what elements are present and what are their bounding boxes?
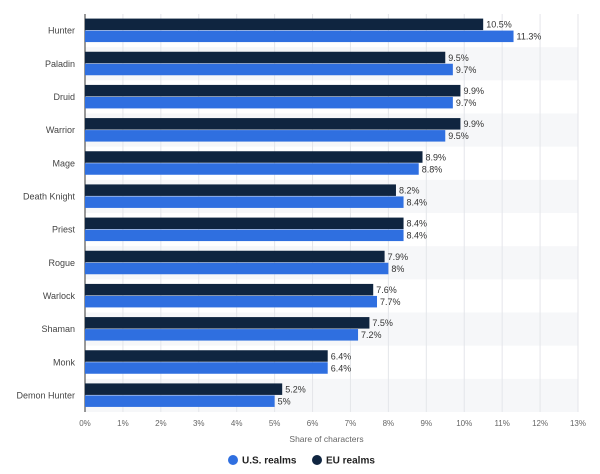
data-label-eu: 9.9% — [463, 119, 484, 129]
data-label-eu: 5.2% — [285, 384, 306, 394]
bar-us-realms[interactable] — [85, 262, 389, 275]
bar-us-realms[interactable] — [85, 362, 328, 374]
data-label-us: 8.8% — [422, 164, 443, 174]
bar-eu-realms[interactable] — [85, 18, 484, 31]
data-label-eu: 9.5% — [448, 53, 469, 63]
x-tick-label: 6% — [307, 419, 319, 428]
category-label: Death Knight — [23, 191, 76, 201]
data-label-us: 8.4% — [407, 231, 428, 241]
data-label-eu: 7.5% — [372, 318, 393, 328]
bar-us-realms[interactable] — [85, 229, 404, 242]
category-label: Warrior — [46, 125, 75, 135]
bar-us-realms[interactable] — [85, 30, 514, 43]
data-label-us: 9.7% — [456, 98, 477, 108]
data-label-us: 9.7% — [456, 65, 477, 75]
bar-us-realms[interactable] — [85, 163, 419, 175]
bar-eu-realms[interactable] — [85, 350, 328, 362]
category-label: Hunter — [48, 26, 75, 36]
bar-us-realms[interactable] — [85, 196, 404, 208]
bar-us-realms[interactable] — [85, 329, 359, 341]
x-tick-label: 8% — [383, 419, 395, 428]
bar-eu-realms[interactable] — [85, 184, 396, 196]
category-label: Paladin — [45, 59, 75, 69]
data-label-us: 8.4% — [407, 197, 428, 207]
x-tick-label: 0% — [79, 419, 91, 428]
bar-us-realms[interactable] — [85, 96, 453, 109]
bar-eu-realms[interactable] — [85, 317, 370, 329]
data-label-eu: 8.4% — [407, 219, 428, 229]
category-label: Shaman — [41, 324, 75, 334]
category-label: Warlock — [43, 291, 76, 301]
x-tick-label: 13% — [570, 419, 586, 428]
x-tick-label: 9% — [421, 419, 433, 428]
bar-eu-realms[interactable] — [85, 151, 423, 163]
category-label: Monk — [53, 357, 76, 367]
data-label-us: 9.5% — [448, 131, 469, 141]
data-label-eu: 7.9% — [388, 252, 409, 262]
bar-eu-realms[interactable] — [85, 118, 461, 130]
bar-us-realms[interactable] — [85, 130, 446, 142]
x-tick-label: 10% — [456, 419, 472, 428]
category-label: Demon Hunter — [16, 390, 75, 400]
x-tick-label: 7% — [345, 419, 357, 428]
data-label-us: 11.3% — [517, 32, 542, 42]
data-label-eu: 9.9% — [463, 86, 484, 96]
x-tick-label: 4% — [231, 419, 243, 428]
bar-eu-realms[interactable] — [85, 250, 385, 263]
bar-eu-realms[interactable] — [85, 51, 446, 64]
data-label-us: 7.7% — [380, 297, 401, 307]
data-label-eu: 10.5% — [486, 20, 512, 30]
x-tick-label: 12% — [532, 419, 548, 428]
legend-label-us[interactable]: U.S. realms — [242, 456, 297, 467]
bar-eu-realms[interactable] — [85, 84, 461, 97]
legend-marker-us[interactable] — [228, 455, 238, 465]
data-label-eu: 8.9% — [426, 152, 447, 162]
bar-eu-realms[interactable] — [85, 383, 283, 395]
legend-marker-eu[interactable] — [312, 455, 322, 465]
category-label: Priest — [52, 225, 76, 235]
data-label-eu: 6.4% — [331, 351, 352, 361]
bar-us-realms[interactable] — [85, 295, 378, 308]
x-tick-label: 11% — [494, 419, 509, 428]
x-tick-label: 1% — [117, 419, 129, 428]
bar-us-realms[interactable] — [85, 63, 453, 76]
data-label-eu: 7.6% — [376, 285, 397, 295]
x-axis-title: Share of characters — [289, 434, 363, 444]
bar-us-realms[interactable] — [85, 395, 275, 407]
data-label-us: 5% — [278, 396, 291, 406]
bar-eu-realms[interactable] — [85, 217, 404, 230]
bar-eu-realms[interactable] — [85, 283, 374, 296]
data-label-us: 6.4% — [331, 363, 352, 373]
data-label-us: 7.2% — [361, 330, 382, 340]
legend-label-eu[interactable]: EU realms — [326, 456, 375, 467]
category-label: Mage — [52, 158, 75, 168]
category-label: Druid — [53, 92, 75, 102]
x-tick-label: 5% — [269, 419, 281, 428]
x-tick-label: 2% — [155, 419, 167, 428]
data-label-eu: 8.2% — [399, 185, 420, 195]
category-label: Rogue — [48, 258, 75, 268]
data-label-us: 8% — [391, 264, 404, 274]
x-tick-label: 3% — [193, 419, 205, 428]
